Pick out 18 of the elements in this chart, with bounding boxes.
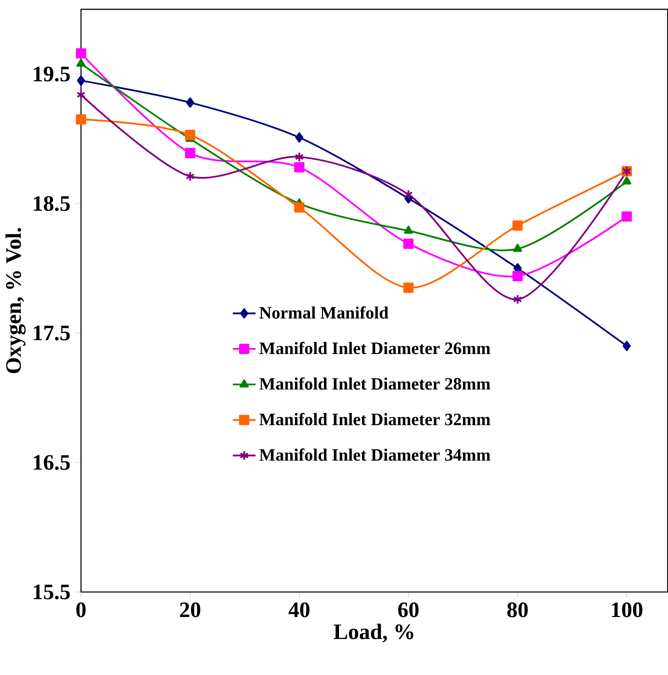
y-tick-label: 17.5	[34, 326, 70, 340]
x-tick-label: 0	[76, 602, 86, 618]
x-tick-label: 20	[180, 602, 200, 618]
legend-label: Normal Manifold	[259, 306, 388, 319]
y-tick-label: 18.5	[34, 196, 70, 212]
legend-label: Manifold Inlet Diameter 26mm	[259, 342, 490, 354]
y-axis-title: Oxygen, % Vol.	[5, 228, 26, 374]
x-tick-label: 100	[612, 602, 642, 618]
y-tick-label: 15.5	[34, 584, 70, 600]
x-axis-title: Load, %	[334, 624, 414, 642]
x-tick-label: 60	[398, 602, 419, 618]
y-tick-label: 16.5	[34, 455, 70, 470]
x-tick-label: 80	[507, 602, 528, 618]
y-tick-label: 19.5	[34, 66, 70, 82]
legend-label: Manifold Inlet Diameter 34mm	[259, 448, 490, 461]
legend-label: Manifold Inlet Diameter 28mm	[259, 377, 490, 390]
legend-label: Manifold Inlet Diameter 32mm	[259, 412, 490, 426]
x-tick-label: 40	[288, 602, 310, 618]
